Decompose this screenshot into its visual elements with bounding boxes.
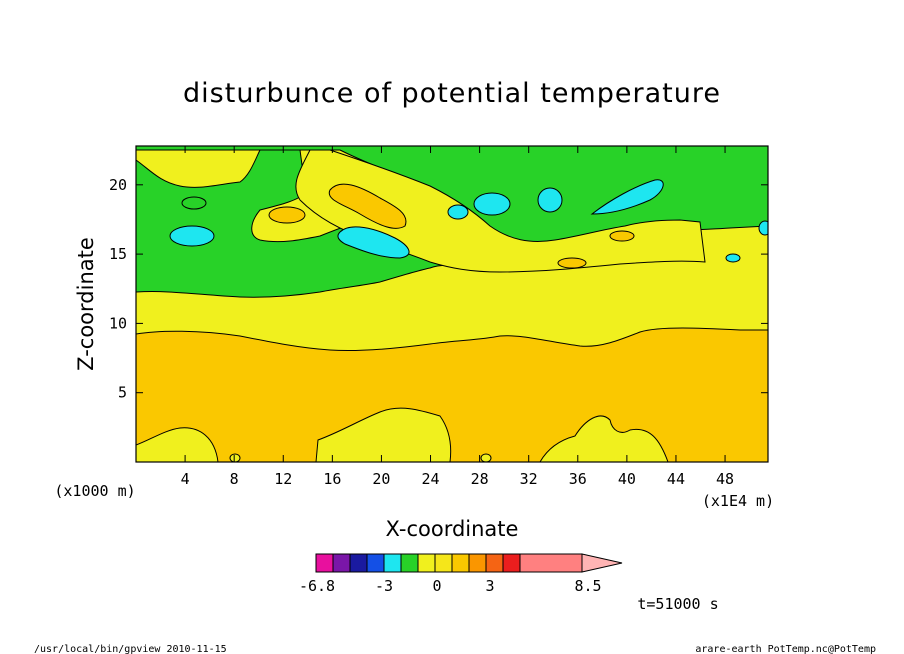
lower-bump-3 — [539, 415, 669, 462]
cold-anomaly-5 — [537, 187, 563, 213]
colorbar-label: -3 — [375, 577, 393, 595]
colorbar-bin — [468, 553, 487, 573]
cold-anomaly-8 — [725, 253, 741, 263]
x-axis-title: X-coordinate — [386, 517, 519, 541]
y-tick-label: 10 — [109, 314, 127, 332]
x-tick-label: 20 — [372, 470, 390, 488]
y-axis: 5 10 15 20 — [109, 176, 768, 402]
lower-bump-2 — [315, 407, 452, 462]
colorbar-label: 0 — [432, 577, 441, 595]
cold-anomaly-2 — [337, 226, 410, 259]
colorbar-bin — [519, 553, 583, 573]
colorbar-bin — [451, 553, 470, 573]
colorbar: -6.8 -3 0 3 8.5 — [299, 553, 623, 595]
x-tick-label: 40 — [618, 470, 636, 488]
warm-anomaly-4 — [609, 230, 635, 242]
footer-right: arare-earth_PotTemp.nc@PotTemp — [695, 644, 876, 654]
colorbar-bin — [434, 553, 453, 573]
cold-anomaly-1 — [169, 225, 215, 247]
warm-anomaly-3 — [557, 257, 587, 269]
y-axis-title: Z-coordinate — [74, 237, 98, 371]
warm-anomaly-2 — [328, 183, 407, 229]
y-tick-label: 20 — [109, 176, 127, 194]
colorbar-bin — [332, 553, 351, 573]
x-tick-label: 32 — [520, 470, 538, 488]
footer-left: /usr/local/bin/gpview 2010-11-15 — [34, 644, 227, 654]
x-tick-label: 48 — [716, 470, 734, 488]
colorbar-bin — [485, 553, 504, 573]
warm-anomaly-1 — [268, 206, 306, 224]
x-tick-label: 44 — [667, 470, 685, 488]
cool-anomaly-1 — [181, 196, 207, 210]
colorbar-bin — [315, 553, 334, 573]
colorbar-bin — [502, 553, 521, 573]
cold-anomaly-7 — [758, 220, 768, 236]
y-tick-label: 15 — [109, 245, 127, 263]
x-tick-label: 8 — [230, 470, 239, 488]
x-axis: 4 8 12 16 20 24 28 32 36 40 44 48 — [181, 146, 734, 488]
chart-title: disturbunce of potential temperature — [183, 78, 721, 109]
x-tick-label: 12 — [274, 470, 292, 488]
cold-anomaly-3 — [447, 204, 469, 220]
x-unit-label: (x1E4 m) — [702, 492, 774, 510]
cold-anomaly-4 — [473, 192, 511, 216]
warm-lower-layer-fill — [136, 327, 768, 462]
plot-frame — [135, 145, 769, 463]
time-label: t=51000 s — [637, 595, 718, 613]
colorbar-bin — [383, 553, 402, 573]
colorbar-label: 8.5 — [574, 577, 601, 595]
colorbar-bin — [400, 553, 419, 573]
lower-bump-5 — [480, 453, 492, 462]
x-tick-label: 16 — [323, 470, 341, 488]
x-tick-label: 28 — [471, 470, 489, 488]
colorbar-bin — [349, 553, 368, 573]
y-unit-label: (x1000 m) — [54, 482, 135, 500]
x-tick-label: 36 — [569, 470, 587, 488]
lower-bump-1 — [136, 427, 219, 462]
plot-area — [135, 145, 769, 463]
y-tick-label: 5 — [118, 384, 127, 402]
lower-bump-4 — [229, 453, 241, 462]
colorbar-bin — [417, 553, 436, 573]
cold-anomaly-6 — [590, 179, 664, 215]
colorbar-label: -6.8 — [299, 577, 335, 595]
colorbar-bin — [366, 553, 385, 573]
x-tick-label: 24 — [421, 470, 439, 488]
colorbar-label: 3 — [485, 577, 494, 595]
colorbar-arrow — [581, 553, 623, 573]
x-tick-label: 4 — [181, 470, 190, 488]
